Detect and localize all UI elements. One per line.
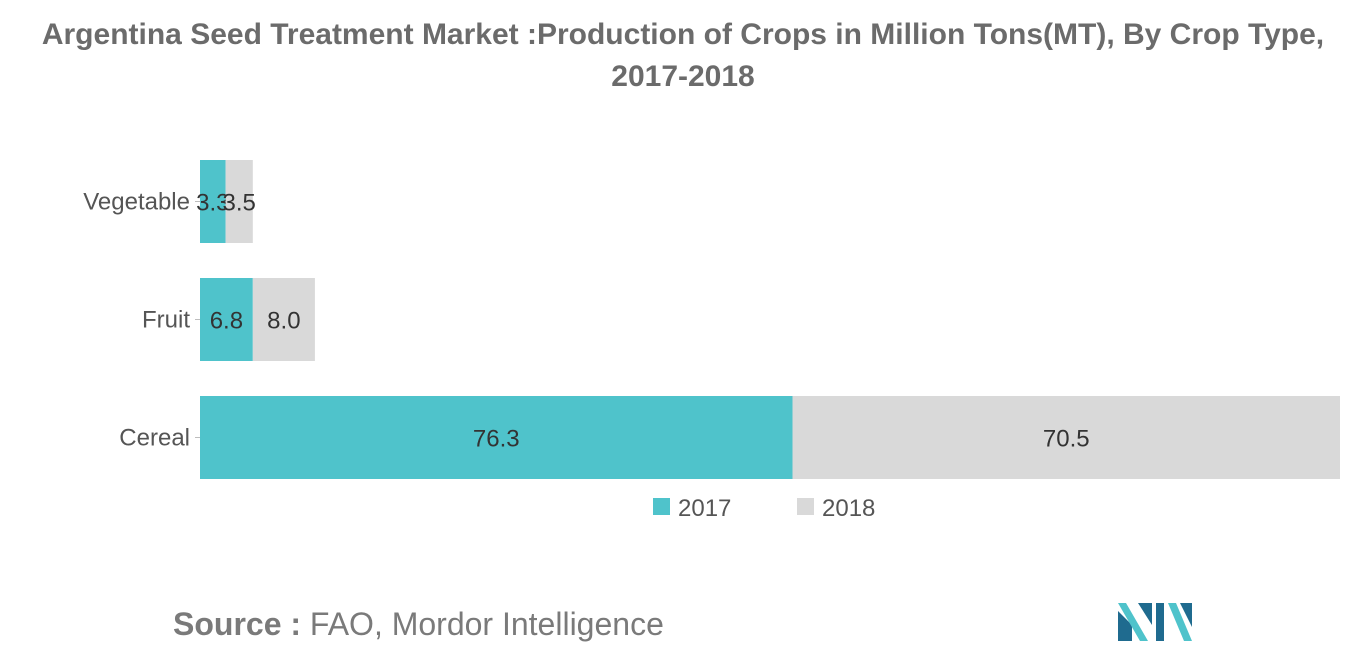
bar-2018-fruit — [252, 278, 315, 361]
source-note: Source : FAO, Mordor Intelligence — [173, 606, 664, 643]
legend-swatch-2017 — [653, 498, 670, 515]
data-label-2018-fruit: 8.0 — [267, 308, 300, 335]
source-text: FAO, Mordor Intelligence — [309, 606, 664, 642]
category-label-cereal: Cereal — [119, 425, 190, 452]
legend-swatch-2018 — [797, 498, 814, 515]
bar-2017-fruit — [200, 278, 253, 361]
source-label: Source : — [173, 606, 302, 642]
data-label-2017-fruit: 6.8 — [210, 308, 243, 335]
chart-title: Argentina Seed Treatment Market :Product… — [0, 14, 1366, 98]
bar-2017-vegetable — [200, 160, 226, 243]
bar-2017-cereal — [200, 396, 793, 479]
data-label-2017-cereal: 76.3 — [473, 426, 520, 453]
data-label-2018-vegetable: 3.5 — [223, 190, 256, 217]
data-label-2017-vegetable: 3.3 — [196, 190, 229, 217]
data-label-2018-cereal: 70.5 — [1043, 426, 1090, 453]
category-label-fruit: Fruit — [142, 307, 190, 334]
category-label-vegetable: Vegetable — [83, 189, 190, 216]
mordor-intelligence-logo-icon — [1118, 603, 1192, 641]
bar-2018-vegetable — [225, 160, 253, 243]
chart-title-line-1: Argentina Seed Treatment Market :Product… — [41, 18, 1325, 51]
bar-2018-cereal — [792, 396, 1340, 479]
bar-chart: Vegetable 3.33.5 Fruit 6.8 8.0 Cereal 76.3 70.5… — [83, 160, 1340, 522]
legend-label-2017: 2017 — [678, 495, 731, 522]
chart-title-line-2: 2017-2018 — [611, 60, 755, 93]
legend-label-2018: 2018 — [822, 495, 875, 522]
